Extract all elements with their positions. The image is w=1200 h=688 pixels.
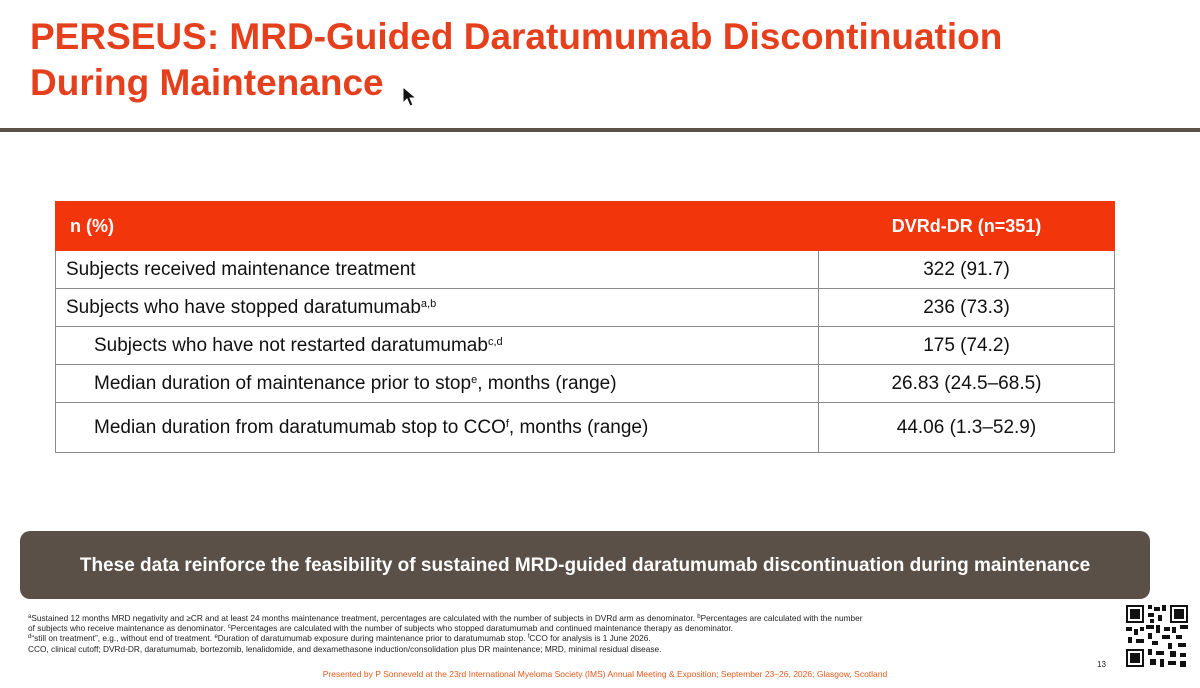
header-dvrd-dr: DVRd-DR (n=351) <box>818 201 1115 251</box>
header-n-percent: n (%) <box>55 201 819 251</box>
table-row: Median duration of maintenance prior to … <box>55 364 1115 403</box>
qr-code-icon[interactable] <box>1124 603 1190 669</box>
table-row: Subjects who have stopped daratumumaba,b… <box>55 288 1115 327</box>
table-row: Subjects who have not restarted daratumu… <box>55 326 1115 365</box>
table-header-row: n (%) DVRd-DR (n=351) <box>55 201 1115 251</box>
row-label: Median duration of maintenance prior to … <box>55 364 819 403</box>
presenter-credit: Presented by P Sonneveld at the 23rd Int… <box>322 669 888 679</box>
slide-title-line-2: During Maintenance <box>30 62 384 103</box>
row-value: 175 (74.2) <box>818 326 1115 365</box>
table-row: Median duration from daratumumab stop to… <box>55 402 1115 453</box>
footnote-marker: a,b <box>420 297 437 310</box>
row-label: Subjects received maintenance treatment <box>55 250 819 289</box>
footnotes: aSustained 12 months MRD negativity and … <box>28 613 1093 654</box>
row-label: Median duration from daratumumab stop to… <box>55 402 819 453</box>
row-value: 44.06 (1.3–52.9) <box>818 402 1115 453</box>
row-value: 236 (73.3) <box>818 288 1115 327</box>
footnote-marker: e <box>471 373 478 386</box>
footnote-marker: c,d <box>487 335 503 348</box>
row-value: 322 (91.7) <box>818 250 1115 289</box>
mouse-cursor-icon <box>402 86 418 107</box>
row-label: Subjects who have not restarted daratumu… <box>55 326 819 365</box>
footnote-line: d“still on treatment”, e.g., without end… <box>28 633 651 644</box>
title-divider <box>0 128 1200 132</box>
row-value: 26.83 (24.5–68.5) <box>818 364 1115 403</box>
footnote-line: of subjects who receive maintenance as d… <box>28 623 733 634</box>
footnote-marker: f <box>505 417 509 430</box>
row-label: Subjects who have stopped daratumumaba,b <box>55 288 819 327</box>
slide-title-line-1: PERSEUS: MRD-Guided Daratumumab Disconti… <box>30 16 1003 57</box>
footnote-line: aSustained 12 months MRD negativity and … <box>28 613 863 623</box>
maintenance-table: n (%) DVRd-DR (n=351) Subjects received … <box>55 201 1115 453</box>
key-takeaway-banner: These data reinforce the feasibility of … <box>20 531 1150 599</box>
page-number: 13 <box>1097 660 1106 669</box>
table-row: Subjects received maintenance treatment … <box>55 250 1115 289</box>
slide-title: PERSEUS: MRD-Guided Daratumumab Disconti… <box>30 14 1150 106</box>
abbreviations-line: CCO, clinical cutoff; DVRd-DR, daratumum… <box>28 643 662 654</box>
